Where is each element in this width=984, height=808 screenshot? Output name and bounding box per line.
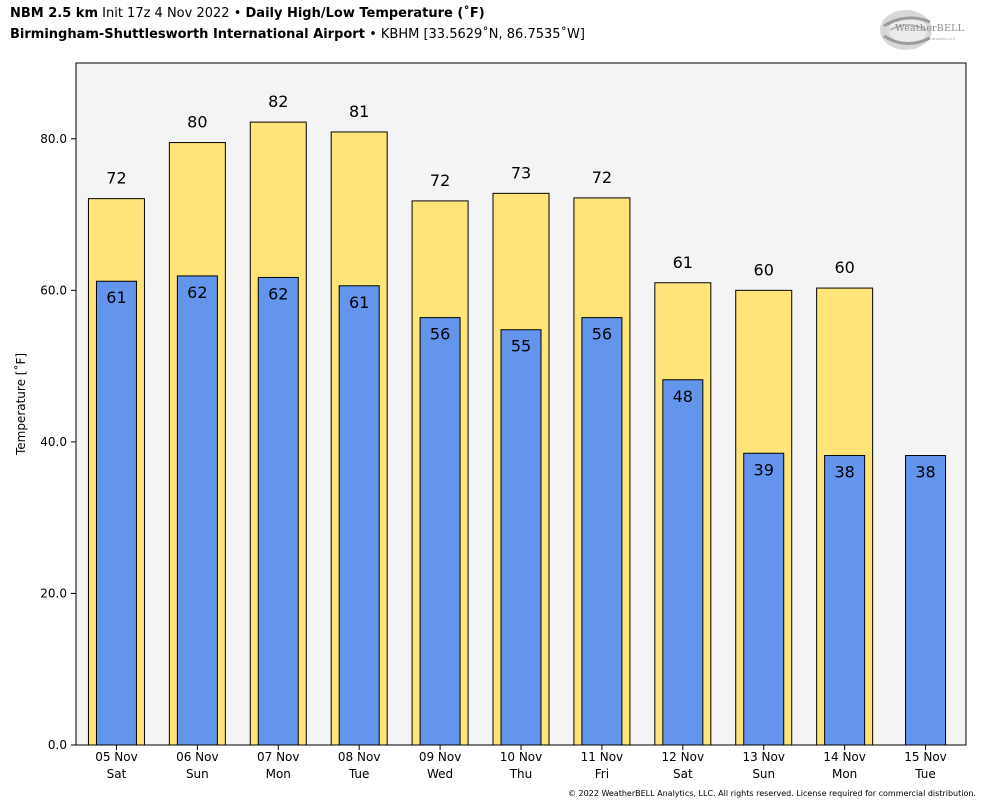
x-tick-day-label: Sat [107, 767, 127, 781]
low-temp-label: 56 [592, 325, 612, 344]
x-tick-date-label: 13 Nov [742, 750, 785, 764]
x-tick-date-label: 11 Nov [581, 750, 624, 764]
y-tick-label: 60.0 [40, 283, 67, 297]
low-temp-label: 38 [915, 463, 935, 482]
x-tick-day-label: Fri [595, 767, 609, 781]
high-temp-label: 82 [268, 92, 288, 111]
bars-group [87, 121, 947, 746]
low-temp-label: 48 [673, 387, 693, 406]
x-tick-date-label: 05 Nov [95, 750, 138, 764]
high-temp-label: 72 [592, 168, 612, 187]
product-name: Daily High/Low Temperature (˚F) [245, 6, 485, 21]
low-temp-bar [581, 317, 623, 746]
low-temp-label: 38 [834, 463, 854, 482]
low-temp-label: 61 [106, 288, 126, 307]
x-tick-day-label: Thu [509, 767, 533, 781]
low-temp-bar [662, 379, 704, 746]
x-tick-date-label: 14 Nov [823, 750, 866, 764]
high-temp-label: 61 [673, 253, 693, 272]
x-tick-date-label: 08 Nov [338, 750, 381, 764]
value-labels-group: 72 61 80 62 82 62 81 61 72 56 73 55 72 56 61 48 60 39 60 38… [106, 92, 935, 481]
title-bullet-2: • [369, 27, 377, 42]
x-tick-day-label: Mon [266, 767, 291, 781]
low-temp-bar [176, 275, 218, 746]
logo-text: WeatherBELL [895, 23, 965, 34]
low-temp-label: 39 [754, 460, 774, 479]
chart-title-line1: NBM 2.5 km Init 17z 4 Nov 2022 • Daily H… [10, 6, 485, 21]
high-temp-label: 73 [511, 163, 531, 182]
y-tick-label: 40.0 [40, 435, 67, 449]
x-tick-date-label: 10 Nov [500, 750, 543, 764]
low-temp-bar [257, 276, 299, 746]
title-bullet: • [233, 6, 242, 21]
high-temp-label: 81 [349, 102, 369, 121]
high-temp-label: 60 [834, 258, 854, 277]
low-temp-label: 62 [268, 284, 288, 303]
x-tick-day-label: Sat [673, 767, 693, 781]
x-tick-day-label: Tue [348, 767, 370, 781]
copyright-footer: © 2022 WeatherBELL Analytics, LLC. All r… [568, 789, 976, 798]
x-tick-date-label: 06 Nov [176, 750, 219, 764]
y-axis-label: Temperature [˚F] [13, 353, 28, 456]
high-temp-label: 60 [754, 260, 774, 279]
x-tick-day-label: Mon [832, 767, 857, 781]
x-tick-day-label: Wed [427, 767, 453, 781]
y-axis: 0.0 20.0 40.0 60.0 80.0 [40, 132, 76, 752]
low-temp-bar [743, 452, 785, 746]
station-name: Birmingham-Shuttlesworth International A… [10, 27, 365, 42]
x-tick-date-label: 12 Nov [662, 750, 705, 764]
init-time: Init 17z 4 Nov 2022 [102, 6, 230, 21]
high-temp-label: 72 [106, 169, 126, 188]
low-temp-bar [95, 280, 137, 746]
low-temp-bar [419, 317, 461, 746]
x-tick-day-label: Sun [752, 767, 775, 781]
y-tick-label: 20.0 [40, 586, 67, 600]
logo-subtext: Analytics LLC [932, 37, 956, 41]
x-tick-date-label: 09 Nov [419, 750, 462, 764]
low-temp-bar [824, 455, 866, 746]
model-name: NBM 2.5 km [10, 6, 98, 21]
x-tick-day-label: Sun [186, 767, 209, 781]
low-temp-bar [500, 329, 542, 746]
logo-swirl-icon [880, 10, 932, 50]
low-temp-label: 62 [187, 283, 207, 302]
high-temp-label: 72 [430, 171, 450, 190]
low-temp-label: 55 [511, 337, 531, 356]
high-temp-label: 80 [187, 113, 207, 132]
y-tick-label: 0.0 [48, 738, 67, 752]
x-tick-date-label: 07 Nov [257, 750, 300, 764]
station-info: KBHM [33.5629˚N, 86.7535˚W] [380, 27, 585, 42]
low-temp-label: 56 [430, 325, 450, 344]
y-tick-label: 80.0 [40, 132, 67, 146]
x-tick-day-label: Tue [914, 767, 936, 781]
low-temp-bar [338, 285, 380, 746]
low-temp-label: 61 [349, 293, 369, 312]
x-axis: 05 Nov Sat 06 Nov Sun 07 Nov Mon 08 Nov Tue 09 N… [95, 745, 947, 781]
x-tick-date-label: 15 Nov [904, 750, 947, 764]
low-temp-bar [905, 455, 947, 746]
chart-title-line2: Birmingham-Shuttlesworth International A… [10, 27, 585, 42]
weatherbell-logo: WeatherBELL Analytics LLC [878, 6, 970, 54]
